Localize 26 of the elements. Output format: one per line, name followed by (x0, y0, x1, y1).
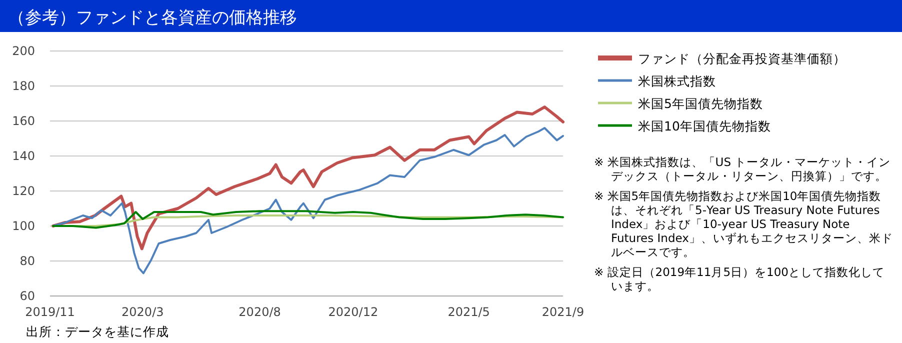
y-tick-label: 180 (12, 79, 35, 93)
y-tick-label: 160 (12, 114, 35, 128)
y-tick-label: 200 (12, 44, 35, 58)
y-tick-label: 100 (12, 219, 35, 233)
text: ※ 設定日（2019年11月5日）を100として指数化しています。 (594, 265, 886, 293)
legend-label: 米国5年国債先物指数 (638, 96, 763, 111)
y-tick-label: 60 (20, 289, 35, 303)
chart-title: （参考）ファンドと各資産の価格推移 (8, 8, 297, 28)
legend-label: ファンド（分配金再投資基準価額） (638, 51, 846, 66)
text: ※ 米国株式指数は、「US トータル・マーケット・インデックス（トータル・リターン、円換算）」です。 (594, 155, 892, 183)
x-tick-label: 2021/5 (448, 305, 490, 319)
line-series (52, 127, 564, 274)
legend-label: 米国株式指数 (638, 74, 716, 88)
x-tick-label: 2019/11 (25, 305, 75, 319)
y-tick-label: 140 (12, 149, 35, 163)
x-tick-label: 2021/9 (542, 305, 584, 319)
text: ※ 米国5年国債先物指数および米国10年国債先物指数は、それぞれ「5-Year US Treasury Note Futures Index」および「10-year US Treasury Note Futures Index」、いずれもエクセスリターン、米ドルベースです。 (594, 189, 894, 259)
x-tick-label: 2020/8 (238, 305, 281, 319)
x-tick-label: 2020/3 (122, 305, 164, 319)
y-tick-label: 80 (20, 254, 35, 268)
line-series (52, 210, 564, 229)
line-series (52, 106, 564, 250)
x-tick-label: 2020/12 (328, 305, 378, 319)
legend-label: 米国10年国債先物指数 (638, 118, 771, 134)
y-tick-label: 120 (12, 184, 35, 198)
text: 出所：データを基に作成 (26, 324, 169, 339)
